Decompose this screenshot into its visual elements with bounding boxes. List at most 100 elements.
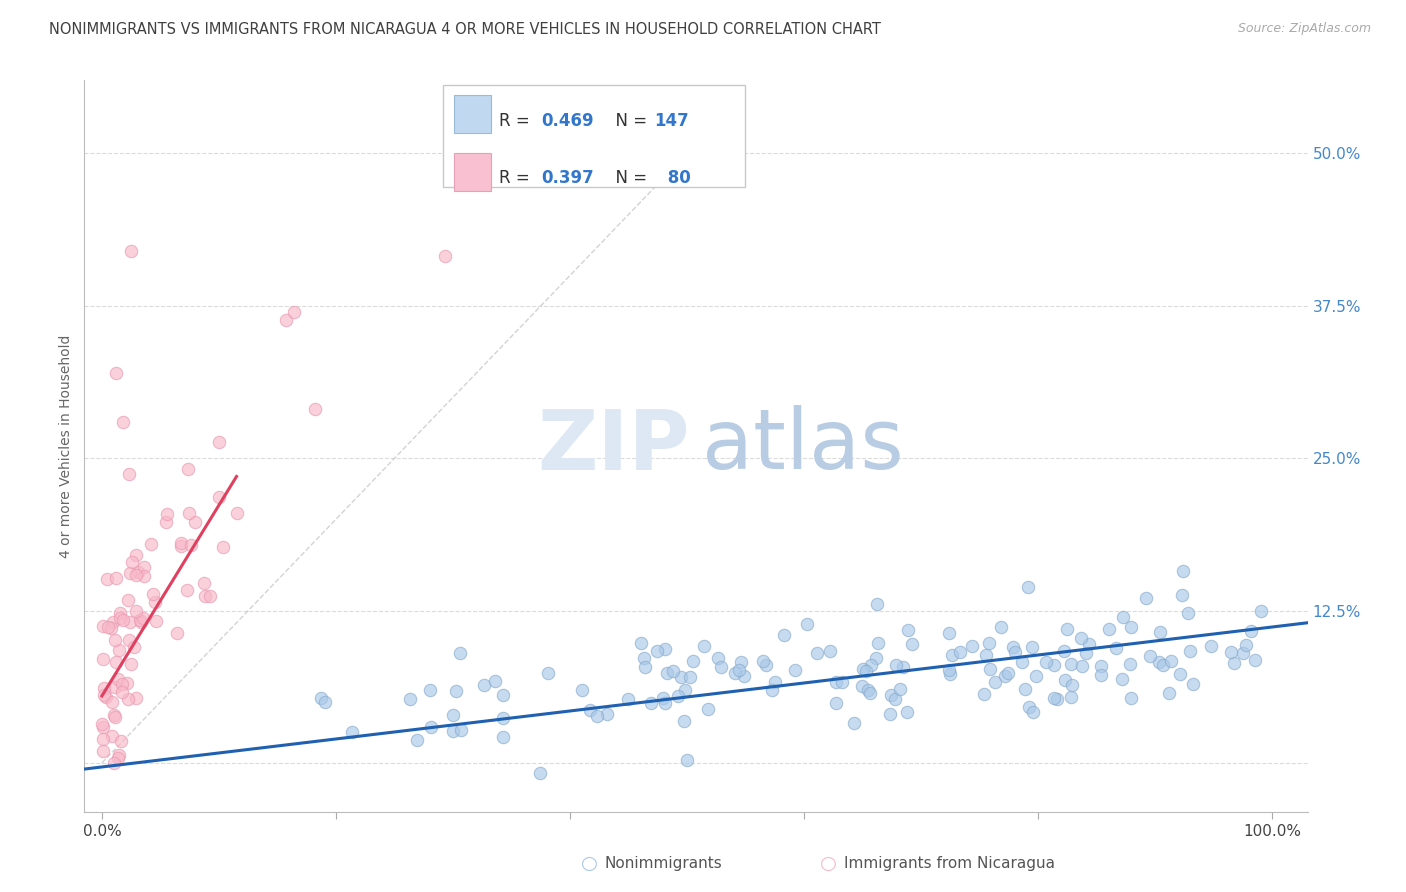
Point <box>177 462 200 476</box>
Point <box>796 617 818 632</box>
Point <box>938 663 960 677</box>
Point <box>170 539 193 553</box>
Point <box>180 538 202 552</box>
Point <box>208 491 231 505</box>
Point <box>103 680 125 694</box>
Point <box>977 636 1000 650</box>
Point <box>105 655 128 669</box>
Point <box>855 664 877 678</box>
Point <box>125 691 148 706</box>
Point <box>806 646 828 660</box>
Point <box>117 592 139 607</box>
Point <box>865 651 887 665</box>
Point <box>121 555 143 569</box>
Point <box>1035 655 1057 669</box>
Point <box>103 615 125 630</box>
Text: 80: 80 <box>662 169 690 187</box>
Point <box>472 678 495 692</box>
Point <box>93 688 115 702</box>
Point <box>118 615 141 629</box>
Point <box>1149 624 1171 639</box>
Point <box>1119 657 1142 671</box>
Point <box>1025 669 1047 683</box>
Point <box>1244 653 1267 667</box>
Point <box>141 537 163 551</box>
Point <box>108 748 131 763</box>
Point <box>1160 655 1182 669</box>
Point <box>706 651 728 665</box>
Point <box>129 615 152 629</box>
Point <box>194 589 217 603</box>
Point <box>1135 591 1157 606</box>
Point <box>110 611 132 625</box>
Text: atlas: atlas <box>702 406 904 486</box>
Point <box>634 659 657 673</box>
Point <box>1168 667 1191 681</box>
Point <box>655 666 678 681</box>
Point <box>1078 637 1101 651</box>
Point <box>491 730 513 744</box>
Point <box>1098 622 1121 636</box>
Point <box>179 506 201 520</box>
Point <box>868 636 890 650</box>
Point <box>640 696 662 710</box>
Point <box>997 665 1019 680</box>
Point <box>1234 638 1257 652</box>
Point <box>891 659 914 673</box>
Point <box>1022 705 1045 719</box>
Point <box>406 732 429 747</box>
Point <box>1042 691 1064 706</box>
Point <box>111 685 134 699</box>
Text: 147: 147 <box>654 112 689 129</box>
Point <box>115 676 138 690</box>
Point <box>96 572 118 586</box>
Point <box>818 643 841 657</box>
Point <box>673 682 696 697</box>
Point <box>104 366 127 380</box>
Point <box>679 670 702 684</box>
Point <box>724 666 747 681</box>
Point <box>755 657 778 672</box>
Point <box>127 565 149 579</box>
Point <box>134 560 156 574</box>
Text: R =: R = <box>499 169 536 187</box>
Point <box>434 249 457 263</box>
Point <box>994 669 1017 683</box>
Point <box>105 572 128 586</box>
Point <box>824 675 846 690</box>
Point <box>949 645 972 659</box>
Point <box>117 692 139 706</box>
Point <box>666 690 689 704</box>
Point <box>939 666 962 681</box>
Point <box>879 688 901 702</box>
Point <box>851 680 873 694</box>
Text: Nonimmigrants: Nonimmigrants <box>605 856 723 871</box>
Point <box>104 710 127 724</box>
Point <box>1119 691 1142 706</box>
Point <box>938 626 960 640</box>
Point <box>1111 673 1133 687</box>
Point <box>100 729 122 743</box>
Point <box>120 566 142 580</box>
Point <box>399 692 422 706</box>
Point <box>314 695 336 709</box>
Point <box>669 670 692 684</box>
Point <box>107 751 129 765</box>
Point <box>728 663 751 677</box>
Point <box>1240 624 1263 639</box>
Point <box>896 705 918 719</box>
Text: ZIP: ZIP <box>537 406 690 486</box>
Point <box>783 663 806 677</box>
Point <box>1219 645 1241 659</box>
Point <box>661 664 683 678</box>
Point <box>91 731 114 746</box>
Text: R =: R = <box>499 112 536 129</box>
Point <box>1199 639 1222 653</box>
Point <box>492 711 515 725</box>
Point <box>1147 655 1170 669</box>
Point <box>450 723 472 737</box>
Point <box>763 674 786 689</box>
Point <box>101 695 124 709</box>
Point <box>166 625 188 640</box>
Point <box>1042 658 1064 673</box>
